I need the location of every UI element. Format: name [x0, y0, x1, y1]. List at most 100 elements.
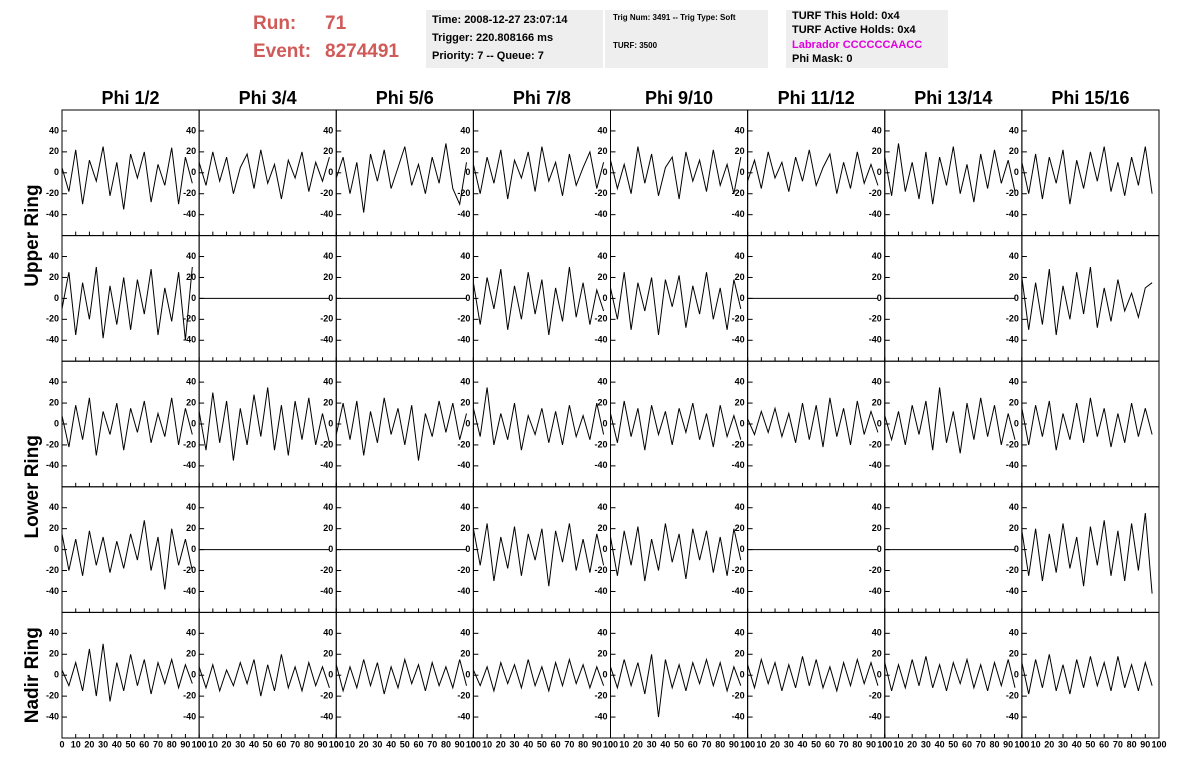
y-tick-label: 40: [49, 502, 59, 512]
waveform: [472, 387, 605, 451]
y-tick-label: 40: [49, 628, 59, 638]
waveform: [472, 266, 605, 336]
y-tick-label: 40: [872, 628, 882, 638]
x-tick-label: 0: [334, 739, 339, 749]
x-tick-label: 100: [1151, 739, 1166, 749]
x-tick-label: 90: [318, 739, 328, 749]
panel: -40 -20 0 20 40: [457, 360, 611, 488]
panel-frame: [747, 360, 886, 488]
panel: -40 -20 0 20 40: [46, 486, 200, 613]
y-tick-label: 20: [49, 272, 59, 282]
x-tick-label: 80: [441, 739, 451, 749]
x-tick-label: 70: [976, 739, 986, 749]
header: Run: 71 Event: 8274491 Time: 2008-12-27 …: [253, 10, 948, 68]
y-tick-label: 40: [323, 628, 333, 638]
waveform: [61, 520, 193, 590]
y-tick-label: 20: [735, 649, 745, 659]
panel: -40 -20 0 20 40: [183, 109, 337, 237]
column-title: Phi 5/6: [376, 88, 434, 108]
x-tick-label: 70: [839, 739, 849, 749]
panel: -40 -20 0 20 40: [457, 235, 611, 362]
x-tick-label: 80: [1127, 739, 1137, 749]
y-tick-label: -20: [46, 439, 59, 449]
y-tick-label: -40: [869, 335, 882, 345]
y-tick-label: 20: [597, 146, 607, 156]
x-tick-label: 0: [59, 739, 64, 749]
y-tick-label: -40: [457, 335, 470, 345]
y-tick-label: 20: [460, 146, 470, 156]
waveform: [610, 146, 742, 200]
y-tick-label: 0: [328, 544, 333, 554]
x-tick-label: 80: [167, 739, 177, 749]
y-tick-label: -20: [46, 691, 59, 701]
y-tick-label: 20: [323, 146, 333, 156]
y-tick-label: 40: [1009, 502, 1019, 512]
y-tick-label: 20: [186, 523, 196, 533]
y-tick-label: 40: [323, 502, 333, 512]
y-tick-label: 0: [602, 670, 607, 680]
panel: -40 -20 0 20 40: [732, 360, 886, 488]
panel-frame: [198, 109, 337, 237]
y-tick-label: 20: [597, 649, 607, 659]
y-tick-label: 20: [872, 397, 882, 407]
y-tick-label: -20: [732, 439, 745, 449]
panel: -40 -20 0 20 40: [183, 360, 337, 488]
y-tick-label: 40: [872, 125, 882, 135]
y-tick-label: 20: [323, 397, 333, 407]
y-tick-label: 20: [735, 146, 745, 156]
x-tick-label: 100: [603, 739, 618, 749]
panel-frame: [198, 611, 337, 739]
y-tick-label: 20: [49, 649, 59, 659]
x-tick-label: 20: [907, 739, 917, 749]
x-tick-label: 10: [1031, 739, 1041, 749]
waveform: [884, 656, 1016, 692]
y-tick-label: 0: [877, 167, 882, 177]
x-tick-label: 100: [740, 739, 755, 749]
y-tick-label: -20: [732, 314, 745, 324]
panel: -40 -20 0 20 40: [457, 109, 611, 237]
y-tick-label: -20: [1006, 188, 1019, 198]
panel: -40 -20 0 20 40: [732, 486, 886, 613]
x-tick-label: 80: [304, 739, 314, 749]
y-tick-label: 20: [1009, 649, 1019, 659]
y-tick-label: -20: [183, 691, 196, 701]
y-tick-label: 0: [465, 167, 470, 177]
waveform: [884, 387, 1016, 454]
panel-frame: [472, 360, 611, 488]
y-tick-label: -40: [1006, 460, 1019, 470]
y-tick-label: 40: [323, 377, 333, 387]
x-tick-label: 60: [1099, 739, 1109, 749]
panel-frame: [610, 611, 749, 739]
x-tick-label: 0: [882, 739, 887, 749]
waveform: [61, 146, 193, 210]
y-tick-label: -40: [594, 586, 607, 596]
y-tick-label: -20: [869, 188, 882, 198]
y-tick-label: -20: [1006, 439, 1019, 449]
panel-frame: [335, 109, 474, 237]
y-tick-label: -20: [869, 565, 882, 575]
y-tick-label: -20: [457, 439, 470, 449]
y-tick-label: 40: [49, 251, 59, 261]
x-tick-label: 30: [784, 739, 794, 749]
x-tick-label: 70: [427, 739, 437, 749]
y-tick-label: 20: [323, 649, 333, 659]
waveform: [335, 397, 467, 461]
x-tick-label: 10: [619, 739, 629, 749]
x-tick-label: 50: [537, 739, 547, 749]
x-tick-label: 60: [688, 739, 698, 749]
y-tick-label: -40: [1006, 209, 1019, 219]
y-tick-label: 20: [49, 397, 59, 407]
panel: -40 -20 0 20 40: [46, 109, 200, 237]
y-tick-label: -20: [183, 188, 196, 198]
panel-frame: [1021, 486, 1160, 613]
x-tick-label: 50: [948, 739, 958, 749]
y-tick-label: 0: [191, 418, 196, 428]
y-tick-label: -20: [457, 314, 470, 324]
x-tick-label: 70: [290, 739, 300, 749]
y-tick-label: 40: [872, 251, 882, 261]
x-tick-label: 10: [71, 739, 81, 749]
y-tick-label: 40: [186, 377, 196, 387]
y-tick-label: -20: [732, 188, 745, 198]
